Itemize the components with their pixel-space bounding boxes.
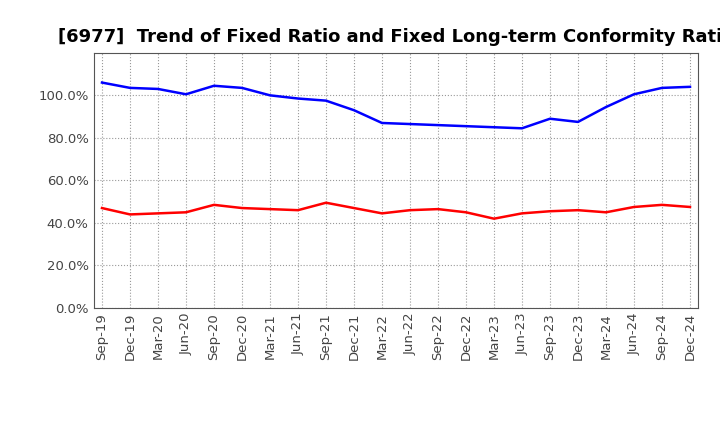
Fixed Ratio	[490, 125, 498, 130]
Fixed Long-term Conformity Ratio	[433, 206, 442, 212]
Fixed Long-term Conformity Ratio	[518, 211, 526, 216]
Fixed Ratio	[98, 80, 107, 85]
Fixed Long-term Conformity Ratio	[153, 211, 162, 216]
Fixed Long-term Conformity Ratio	[602, 210, 611, 215]
Fixed Ratio	[657, 85, 666, 91]
Fixed Long-term Conformity Ratio	[574, 208, 582, 213]
Fixed Ratio	[462, 124, 470, 129]
Fixed Long-term Conformity Ratio	[266, 206, 274, 212]
Fixed Long-term Conformity Ratio	[685, 204, 694, 209]
Fixed Ratio	[518, 126, 526, 131]
Fixed Long-term Conformity Ratio	[294, 208, 302, 213]
Fixed Long-term Conformity Ratio	[630, 204, 639, 209]
Fixed Long-term Conformity Ratio	[181, 210, 190, 215]
Fixed Ratio	[378, 121, 387, 126]
Fixed Long-term Conformity Ratio	[98, 205, 107, 211]
Fixed Long-term Conformity Ratio	[126, 212, 135, 217]
Fixed Long-term Conformity Ratio	[462, 210, 470, 215]
Line: Fixed Long-term Conformity Ratio: Fixed Long-term Conformity Ratio	[102, 203, 690, 219]
Fixed Long-term Conformity Ratio	[350, 205, 359, 211]
Fixed Long-term Conformity Ratio	[322, 200, 330, 205]
Fixed Ratio	[153, 86, 162, 92]
Fixed Ratio	[433, 122, 442, 128]
Fixed Ratio	[238, 85, 246, 91]
Fixed Ratio	[405, 121, 414, 127]
Fixed Ratio	[126, 85, 135, 91]
Fixed Ratio	[294, 96, 302, 101]
Fixed Ratio	[546, 116, 554, 121]
Fixed Ratio	[181, 92, 190, 97]
Fixed Long-term Conformity Ratio	[210, 202, 218, 208]
Fixed Long-term Conformity Ratio	[378, 211, 387, 216]
Fixed Ratio	[350, 107, 359, 113]
Fixed Long-term Conformity Ratio	[657, 202, 666, 208]
Fixed Long-term Conformity Ratio	[405, 208, 414, 213]
Fixed Ratio	[574, 119, 582, 125]
Line: Fixed Ratio: Fixed Ratio	[102, 83, 690, 128]
Fixed Ratio	[266, 93, 274, 98]
Fixed Ratio	[210, 83, 218, 88]
Fixed Ratio	[602, 104, 611, 110]
Fixed Ratio	[322, 98, 330, 103]
Fixed Long-term Conformity Ratio	[238, 205, 246, 211]
Fixed Long-term Conformity Ratio	[546, 209, 554, 214]
Fixed Ratio	[685, 84, 694, 89]
Title: [6977]  Trend of Fixed Ratio and Fixed Long-term Conformity Ratio: [6977] Trend of Fixed Ratio and Fixed Lo…	[58, 28, 720, 46]
Fixed Ratio	[630, 92, 639, 97]
Fixed Long-term Conformity Ratio	[490, 216, 498, 221]
